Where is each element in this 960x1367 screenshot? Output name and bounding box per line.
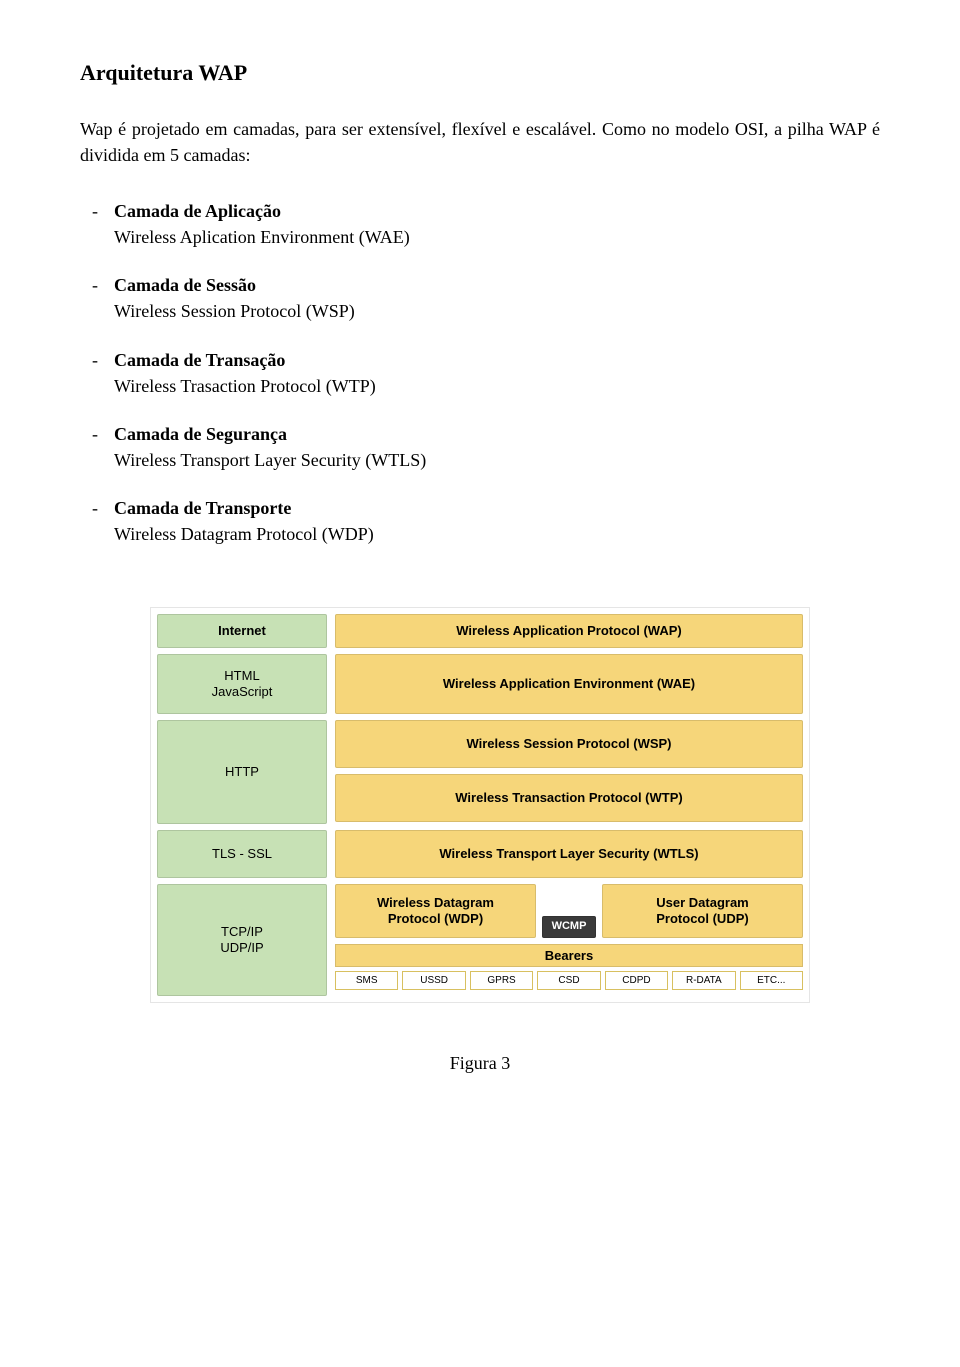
bearer-item: CSD bbox=[537, 971, 600, 990]
wap-wae: Wireless Application Environment (WAE) bbox=[335, 654, 803, 714]
diagram-header-internet: Internet bbox=[157, 614, 327, 648]
layer-item: Camada de Transação Wireless Trasaction … bbox=[80, 347, 880, 399]
layer-name: Camada de Segurança bbox=[114, 424, 287, 444]
layer-desc: Wireless Aplication Environment (WAE) bbox=[114, 224, 880, 250]
bearer-item: CDPD bbox=[605, 971, 668, 990]
bearers-header: Bearers bbox=[335, 944, 803, 967]
wap-udp: User Datagram Protocol (UDP) bbox=[602, 884, 803, 938]
bearer-item: R-DATA bbox=[672, 971, 735, 990]
wap-wsp: Wireless Session Protocol (WSP) bbox=[335, 720, 803, 768]
layer-item: Camada de Aplicação Wireless Aplication … bbox=[80, 198, 880, 250]
layer-name: Camada de Transação bbox=[114, 350, 285, 370]
layer-name: Camada de Transporte bbox=[114, 498, 291, 518]
layer-desc: Wireless Transport Layer Security (WTLS) bbox=[114, 447, 880, 473]
bearer-item: USSD bbox=[402, 971, 465, 990]
bearer-item: ETC... bbox=[740, 971, 803, 990]
figure-caption: Figura 3 bbox=[150, 1053, 810, 1074]
bearer-item: SMS bbox=[335, 971, 398, 990]
page-title: Arquitetura WAP bbox=[80, 60, 880, 86]
internet-tls-ssl: TLS - SSL bbox=[157, 830, 327, 878]
layer-name: Camada de Sessão bbox=[114, 275, 256, 295]
internet-http: HTTP bbox=[157, 720, 327, 824]
internet-tcp-udp: TCP/IP UDP/IP bbox=[157, 884, 327, 996]
wap-wcmp: WCMP bbox=[542, 916, 596, 938]
layer-item: Camada de Sessão Wireless Session Protoc… bbox=[80, 272, 880, 324]
bearer-item: GPRS bbox=[470, 971, 533, 990]
internet-html-js: HTML JavaScript bbox=[157, 654, 327, 714]
layer-item: Camada de Transporte Wireless Datagram P… bbox=[80, 495, 880, 547]
wap-wdp: Wireless Datagram Protocol (WDP) bbox=[335, 884, 536, 938]
wap-wtp: Wireless Transaction Protocol (WTP) bbox=[335, 774, 803, 822]
diagram-header-wap: Wireless Application Protocol (WAP) bbox=[335, 614, 803, 648]
layer-name: Camada de Aplicação bbox=[114, 201, 281, 221]
wap-wtls: Wireless Transport Layer Security (WTLS) bbox=[335, 830, 803, 878]
intro-paragraph: Wap é projetado em camadas, para ser ext… bbox=[80, 116, 880, 168]
bearers-list: SMS USSD GPRS CSD CDPD R-DATA ETC... bbox=[335, 971, 803, 990]
layer-desc: Wireless Trasaction Protocol (WTP) bbox=[114, 373, 880, 399]
layer-item: Camada de Segurança Wireless Transport L… bbox=[80, 421, 880, 473]
wap-stack-diagram: Internet Wireless Application Protocol (… bbox=[150, 607, 810, 1074]
layer-desc: Wireless Datagram Protocol (WDP) bbox=[114, 521, 880, 547]
layers-list: Camada de Aplicação Wireless Aplication … bbox=[80, 198, 880, 547]
layer-desc: Wireless Session Protocol (WSP) bbox=[114, 298, 880, 324]
